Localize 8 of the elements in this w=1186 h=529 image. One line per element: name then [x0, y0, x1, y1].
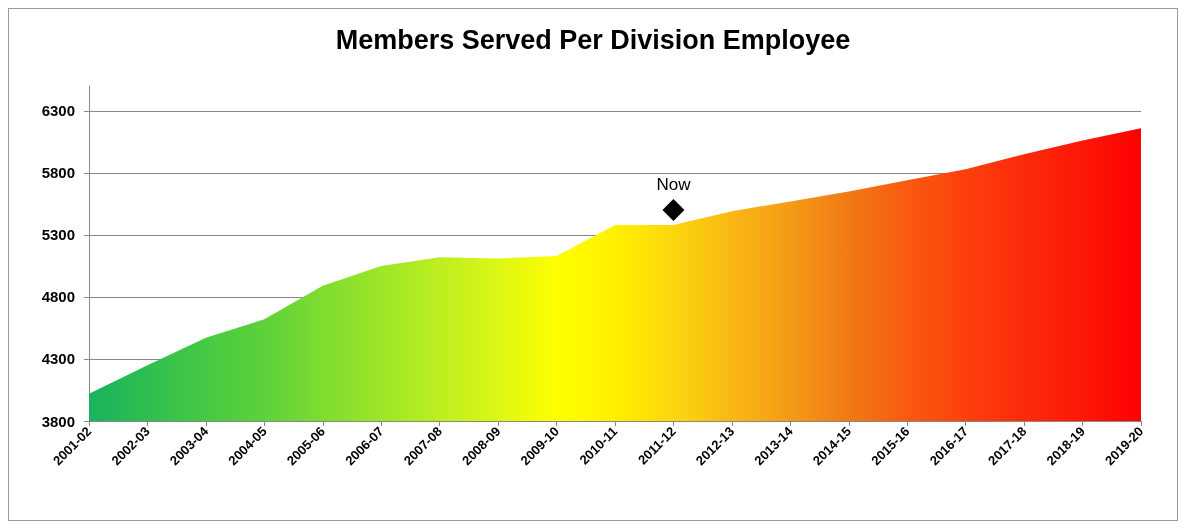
y-tick-label: 3800 [41, 412, 75, 430]
y-tick-label: 6300 [41, 102, 75, 120]
y-tick-label: 5300 [41, 226, 75, 244]
chart-title: Members Served Per Division Employee [335, 24, 851, 55]
series-label: Now [656, 175, 692, 195]
y-tick-label: 4800 [41, 288, 75, 306]
y-tick-label: 4300 [41, 350, 75, 368]
y-tick-label: 5800 [41, 164, 75, 182]
